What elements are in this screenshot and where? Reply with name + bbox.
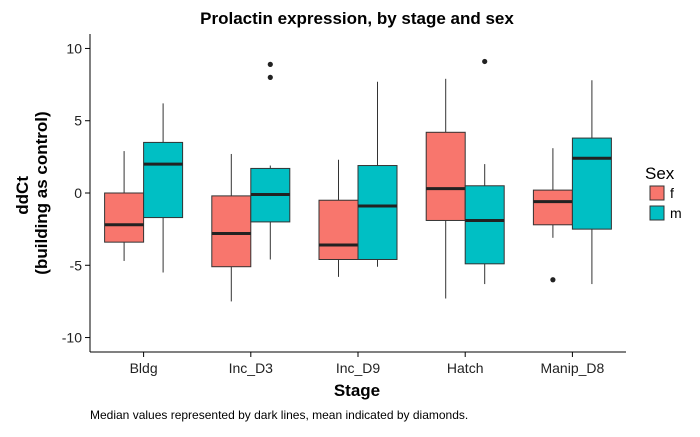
box-iqr [464,185,505,265]
chart-title: Prolactin expression, by stage and sex [200,9,514,28]
x-tick-label: Inc_D9 [336,360,381,376]
box-iqr [104,192,145,243]
box-m-Hatch [464,58,505,285]
y-axis-ticks: 10 5 0 -5 -10 [62,40,90,346]
x-axis-title: Stage [334,381,380,400]
x-tick-label: Bldg [130,360,158,376]
legend-swatch-m [649,205,665,221]
y-tick-label: 10 [66,40,82,56]
box-iqr [532,189,573,226]
box-f-Manip_D8 [532,148,573,283]
box-m-Bldg [143,103,184,273]
y-axis-title-line-2: (building as control) [32,111,51,274]
y-axis-title: ddCt (building as control) [13,111,51,274]
box-f-Hatch [425,78,466,299]
box-f-Inc_D3 [211,153,252,302]
outlier-point [550,277,556,283]
box-m-Manip_D8 [571,80,612,285]
chart-caption: Median values represented by dark lines,… [90,408,468,422]
y-tick-label: 0 [74,185,82,201]
box-iqr [425,131,466,221]
box-m-Inc_D3 [250,61,291,260]
legend-label-f: f [670,185,674,201]
legend: Sex f m [645,164,682,221]
box-m-Inc_D9 [357,81,398,267]
outlier-point [267,61,273,67]
outlier-point [482,58,488,65]
legend-label-m: m [670,205,682,221]
x-axis-ticks: Bldg Inc_D3 Inc_D9 Hatch Manip_D8 [130,352,605,376]
box-iqr [143,141,184,219]
x-tick-label: Inc_D3 [229,360,274,376]
y-tick-label: -5 [70,257,83,273]
box-iqr [211,195,252,268]
box-iqr [357,165,398,260]
y-tick-label: 5 [74,113,82,129]
legend-title: Sex [645,164,675,183]
plot-area [104,58,612,302]
x-tick-label: Manip_D8 [540,360,604,376]
y-tick-label: -10 [62,330,82,346]
legend-swatch-f [649,185,665,201]
box-iqr [318,199,359,260]
box-f-Inc_D9 [318,159,359,277]
outlier-point [267,74,273,80]
y-axis-title-line-1: ddCt [13,176,32,215]
x-tick-label: Hatch [447,360,484,376]
legend-item-f: f [649,185,674,201]
legend-item-m: m [649,205,682,221]
box-f-Bldg [104,151,145,261]
box-iqr [571,137,612,230]
